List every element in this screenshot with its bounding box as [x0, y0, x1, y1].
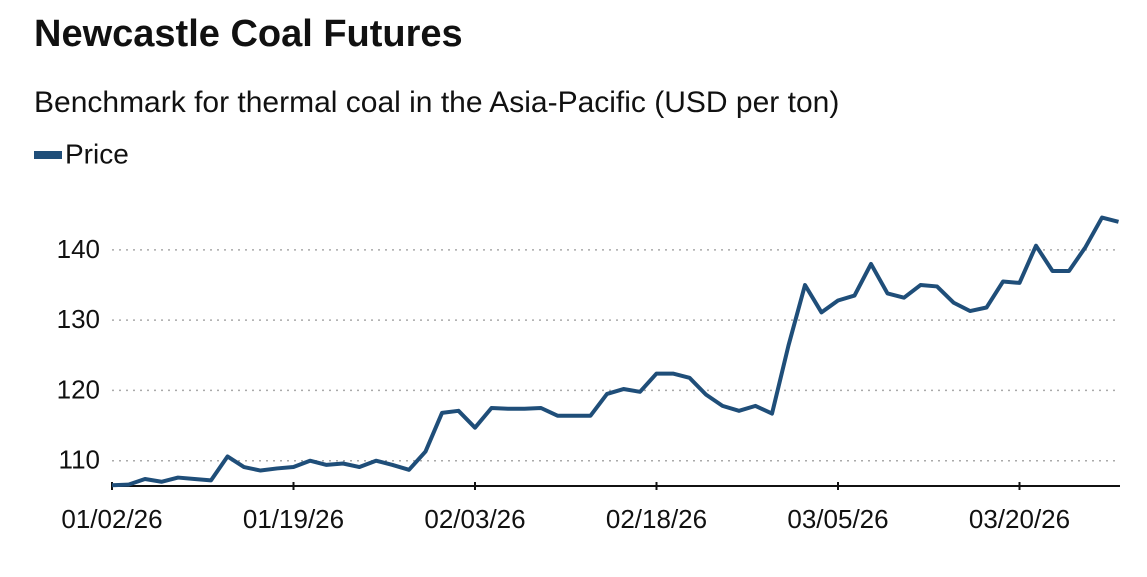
- y-tick-label: 140: [57, 234, 100, 264]
- y-tick-label: 110: [59, 445, 100, 475]
- x-tick-label: 02/18/26: [606, 504, 707, 534]
- x-tick-label: 01/19/26: [243, 504, 344, 534]
- y-tick-label: 120: [57, 374, 100, 404]
- x-tick-label: 03/20/26: [969, 504, 1070, 534]
- legend-label: Price: [65, 138, 129, 169]
- chart-subtitle: Benchmark for thermal coal in the Asia-P…: [34, 86, 839, 119]
- price-line: [111, 215, 1119, 488]
- legend-swatch: [34, 151, 62, 159]
- x-tick-label: 02/03/26: [424, 504, 525, 534]
- x-tick-label: 03/05/26: [787, 504, 888, 534]
- x-tick-label: 01/02/26: [61, 504, 162, 534]
- y-tick-label: 130: [57, 304, 100, 334]
- chart-title: Newcastle Coal Futures: [34, 13, 463, 55]
